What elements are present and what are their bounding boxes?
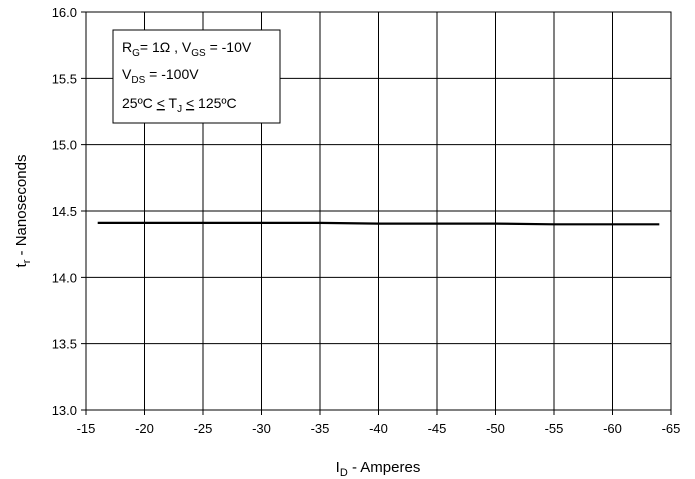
x-tick-label: -20 bbox=[135, 421, 154, 436]
x-axis-label: ID - Amperes bbox=[336, 459, 421, 479]
y-axis-label-rest: - Nanoseconds bbox=[13, 155, 30, 260]
y-tick-labels: 13.0 13.5 14.0 14.5 15.0 15.5 16.0 bbox=[52, 5, 77, 418]
x-axis-label-sub: D bbox=[340, 467, 348, 479]
annotation-line3-mid: T bbox=[165, 95, 178, 111]
annotation-line1-mid: = 1Ω , V bbox=[140, 39, 192, 55]
annotation-box: RG= 1Ω , VGS = -10V VDS = -100V 25ºC < T… bbox=[112, 29, 281, 124]
x-axis-label-main: I bbox=[336, 459, 340, 476]
x-tick-label: -65 bbox=[662, 421, 681, 436]
x-tick-label: -60 bbox=[603, 421, 622, 436]
annotation-r-sub: G bbox=[132, 48, 140, 59]
x-tick-label: -55 bbox=[545, 421, 564, 436]
series-line bbox=[97, 221, 660, 226]
annotation-line-1: RG= 1Ω , VGS = -10V bbox=[122, 39, 252, 59]
plot-frame bbox=[85, 11, 672, 411]
y-tick-label: 13.0 bbox=[52, 403, 77, 418]
annotation-tj-sub: J bbox=[177, 104, 182, 115]
y-axis-label: tr - Nanoseconds bbox=[13, 155, 33, 268]
annotation-vgs-sub: GS bbox=[191, 48, 206, 59]
x-tick-label: -25 bbox=[194, 421, 213, 436]
y-axis-label-sub: r bbox=[21, 259, 33, 263]
annotation-line3-start: 25ºC bbox=[122, 95, 157, 111]
y-axis-label-main: t bbox=[13, 262, 30, 267]
x-tick-label: -35 bbox=[311, 421, 330, 436]
x-tick-label: -45 bbox=[428, 421, 447, 436]
annotation-vds-sub: DS bbox=[131, 75, 145, 86]
annotation-line-3: 25ºC < TJ < 125ºC bbox=[122, 95, 237, 115]
series-group bbox=[97, 221, 660, 226]
annotation-frame bbox=[112, 29, 281, 124]
annotation-le-1: < bbox=[157, 95, 165, 111]
x-tick-label: -40 bbox=[369, 421, 388, 436]
annotation-r: R bbox=[122, 39, 132, 55]
x-tick-label: -30 bbox=[252, 421, 271, 436]
y-tick-label: 15.0 bbox=[52, 138, 77, 153]
annotation-le-2: < bbox=[186, 95, 194, 111]
x-axis-label-rest: - Amperes bbox=[348, 459, 421, 476]
x-tick-labels: -15 -20 -25 -30 -35 -40 -45 -50 -55 -60 -65 bbox=[77, 421, 681, 436]
annotation-line-2: VDS = -100V bbox=[122, 66, 199, 86]
annotation-line1-end: = -10V bbox=[206, 39, 252, 55]
annotation-line3-end: 125ºC bbox=[194, 95, 236, 111]
x-tick-label: -15 bbox=[77, 421, 96, 436]
annotation-line2-end: = -100V bbox=[145, 66, 199, 82]
y-tick-label: 14.0 bbox=[52, 270, 77, 285]
y-tick-label: 13.5 bbox=[52, 337, 77, 352]
y-tick-label: 14.5 bbox=[52, 204, 77, 219]
y-tick-label: 16.0 bbox=[52, 5, 77, 20]
x-tick-label: -50 bbox=[486, 421, 505, 436]
y-tick-label: 15.5 bbox=[52, 71, 77, 86]
annotation-v: V bbox=[122, 66, 132, 82]
